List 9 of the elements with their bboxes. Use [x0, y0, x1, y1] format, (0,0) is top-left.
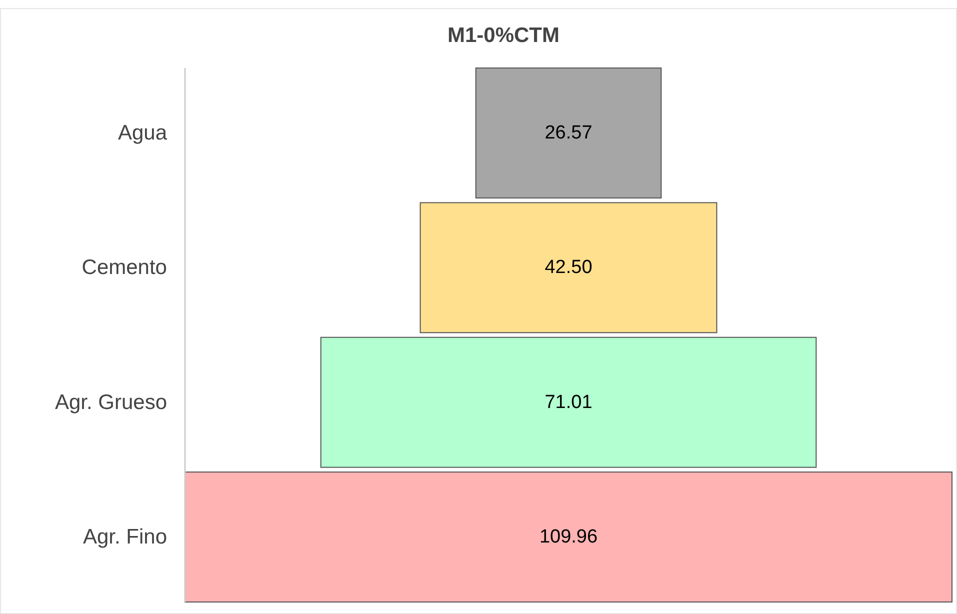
category-label: Cemento: [82, 256, 167, 280]
text: M1-0%CTM: [447, 24, 560, 47]
data-label: 42.50: [544, 257, 592, 278]
data-label: 71.01: [544, 392, 592, 413]
data-label: 26.57: [544, 122, 592, 144]
category-label: Agua: [118, 121, 168, 144]
data-label: 109.96: [539, 526, 598, 548]
category-label: Agr. Fino: [82, 526, 167, 549]
category-label: Agr. Grueso: [54, 390, 167, 414]
